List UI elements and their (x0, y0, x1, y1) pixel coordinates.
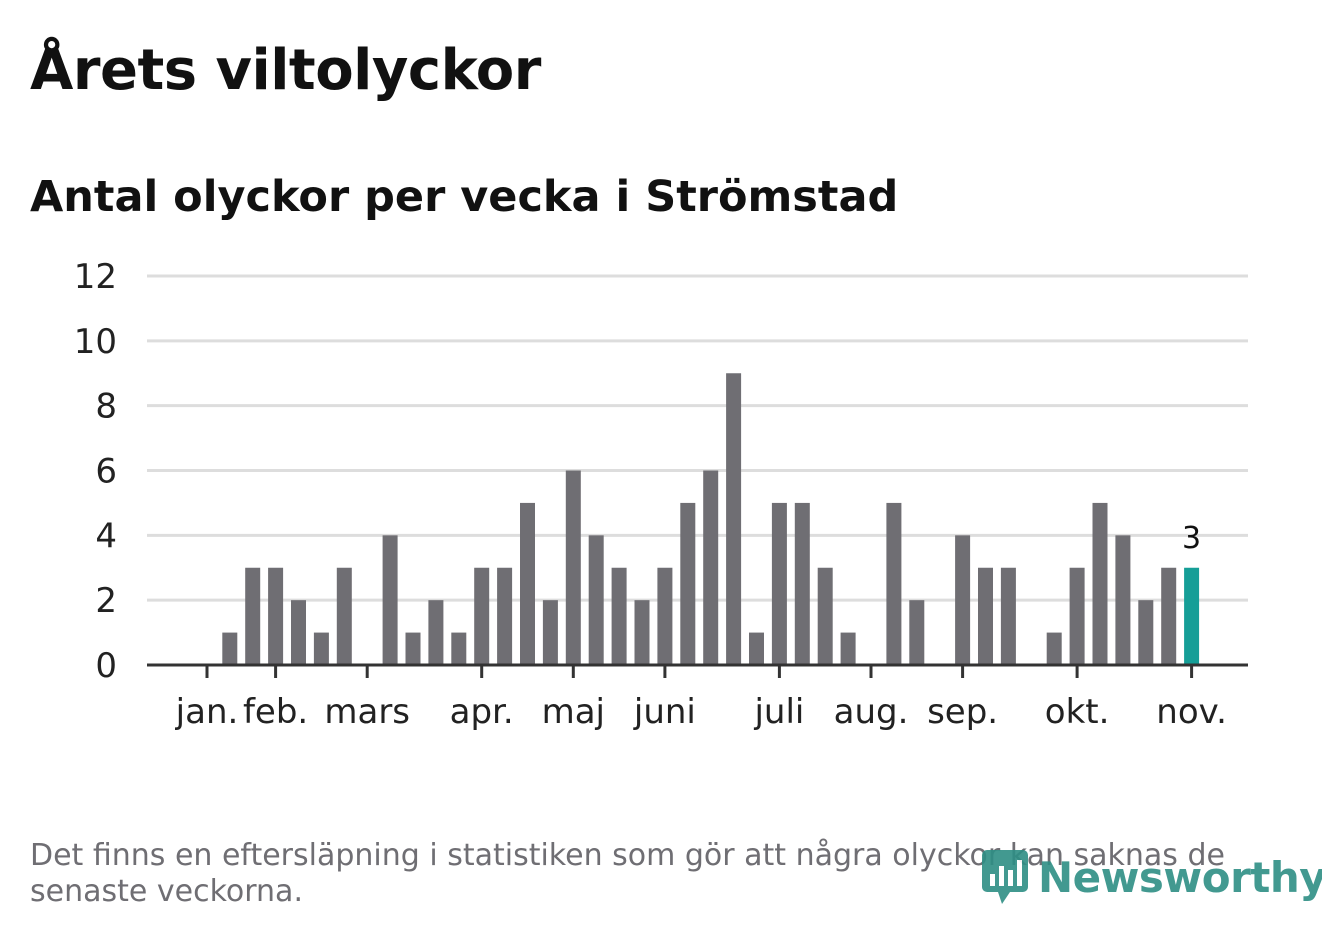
chart-title: Årets viltolyckor (30, 38, 541, 103)
bar-week-14 (474, 567, 490, 665)
bar-week-33 (909, 600, 925, 665)
x-tick-label-sep.: sep. (927, 692, 998, 732)
bar-week-40 (1069, 567, 1085, 665)
bar-week-37 (1000, 567, 1016, 665)
bar-week-20 (611, 567, 627, 665)
bar-week-25 (726, 373, 742, 665)
newsworthy-logo: Newsworthy (980, 848, 1322, 906)
bar-chart: 0 2 4 6 8 10 12 3 jan. feb. mars apr. maj juni juli aug… (74, 257, 1248, 732)
x-tick-label-juli: juli (753, 692, 804, 732)
x-tick-label-apr.: apr. (450, 692, 514, 732)
chart-subtitle: Antal olyckor per vecka i Strömstad (30, 172, 899, 222)
bar-week-30 (840, 632, 856, 665)
bar-week-41 (1092, 502, 1108, 665)
bar-week-42 (1115, 535, 1131, 665)
bar-week-11 (405, 632, 421, 665)
bar-week-19 (588, 535, 604, 665)
bar-week-18 (565, 470, 581, 665)
x-tick-label-aug.: aug. (834, 692, 909, 732)
y-tick-label-8: 8 (95, 387, 117, 427)
newsworthy-logo-icon (982, 850, 1028, 904)
bar-week-36 (978, 567, 993, 665)
newsworthy-logo-text: Newsworthy (1038, 852, 1322, 902)
x-tick-label-okt.: okt. (1045, 692, 1110, 732)
bar-week-29 (817, 567, 833, 665)
y-tick-label-10: 10 (74, 322, 117, 362)
y-tick-label-12: 12 (74, 257, 117, 297)
y-tick-label-0: 0 (95, 646, 117, 686)
x-tick-label-juni: juni (633, 692, 696, 732)
y-tick-label-4: 4 (95, 516, 117, 556)
bar-week-26 (749, 632, 764, 665)
bars (222, 373, 1200, 665)
latest-value-label: 3 (1182, 521, 1201, 556)
bar-week-44 (1161, 567, 1177, 665)
bar-week-13 (451, 632, 467, 665)
bar-week-17 (542, 600, 558, 665)
bar-week-8 (336, 567, 352, 665)
bar-week-4 (245, 567, 261, 665)
x-tick-label-mars: mars (324, 692, 410, 732)
bar-week-39 (1046, 632, 1062, 665)
bar-week-32 (886, 502, 902, 665)
bar-week-15 (497, 567, 513, 665)
x-tick-label-maj: maj (542, 692, 605, 732)
grid-lines (147, 274, 1248, 602)
bar-week-28 (794, 502, 810, 665)
bar-week-27 (771, 502, 787, 665)
bar-week-3 (222, 632, 238, 665)
bar-week-10 (382, 535, 398, 665)
bar-week-12 (428, 600, 444, 665)
bar-week-6 (291, 600, 306, 665)
bar-week-23 (680, 502, 696, 665)
bar-week-24 (703, 470, 719, 665)
bar-week-21 (634, 600, 650, 665)
bar-week-7 (313, 632, 329, 665)
bar-latest-week (1184, 567, 1200, 665)
y-tick-label-6: 6 (95, 452, 117, 492)
bar-week-16 (520, 502, 535, 665)
x-tick-label-feb.: feb. (243, 692, 308, 732)
bar-week-5 (268, 567, 284, 665)
axes: 0 2 4 6 8 10 12 3 jan. feb. mars apr. maj juni juli aug… (74, 257, 1248, 732)
y-tick-label-2: 2 (95, 581, 117, 621)
bar-week-22 (657, 567, 673, 665)
bar-week-35 (955, 535, 971, 665)
x-tick-label-jan.: jan. (175, 692, 239, 732)
x-tick-label-nov.: nov. (1156, 692, 1227, 732)
bar-week-43 (1138, 600, 1154, 665)
